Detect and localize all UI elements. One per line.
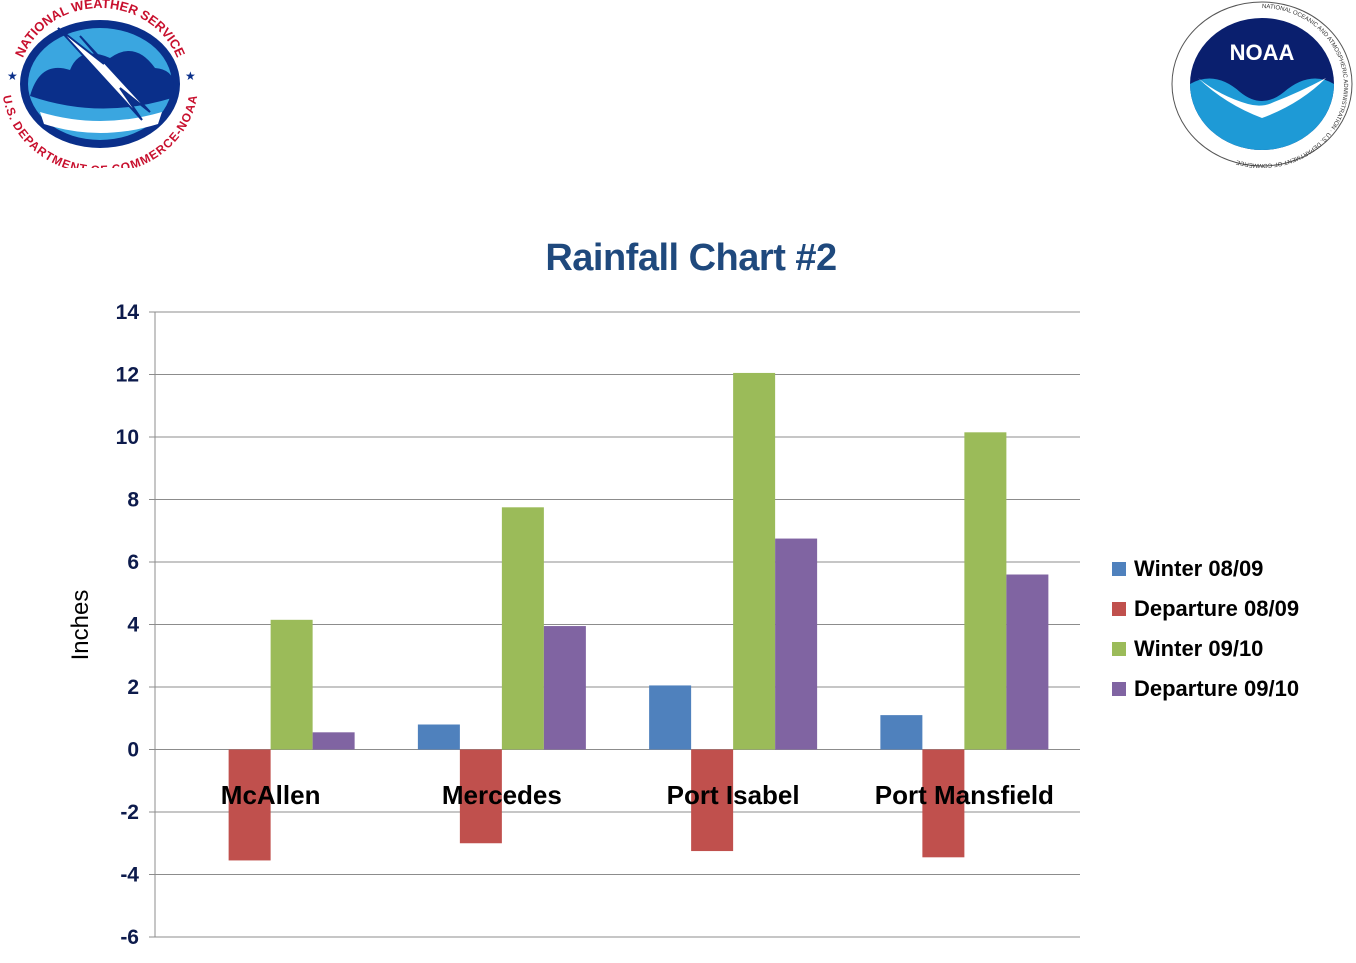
legend-swatch <box>1112 642 1126 656</box>
legend-item: Winter 09/10 <box>1112 629 1299 669</box>
bar-departure-09-10-port-isabel <box>775 538 818 750</box>
nws-logo: NATIONAL WEATHER SERVICE U.S. DEPARTMENT… <box>0 0 200 168</box>
legend-item: Departure 09/10 <box>1112 669 1299 709</box>
noaa-logo: NOAA NATIONAL OCEANIC AND ATMOSPHERIC AD… <box>1171 1 1353 168</box>
bar-departure-08-09-mcallen <box>228 749 271 861</box>
bar-departure-09-10-port-mansfield <box>1006 574 1049 750</box>
category-label: Mercedes <box>442 780 562 810</box>
category-label: Port Mansfield <box>875 780 1054 810</box>
category-label: McAllen <box>221 780 321 810</box>
svg-text:NOAA: NOAA <box>1230 40 1295 65</box>
bar-departure-08-09-port-mansfield <box>922 749 965 858</box>
legend-item: Departure 08/09 <box>1112 589 1299 629</box>
legend: Winter 08/09 Departure 08/09 Winter 09/10 D… <box>1112 549 1299 709</box>
bar-winter-09-10-mcallen <box>270 619 313 750</box>
legend-swatch <box>1112 562 1126 576</box>
bar-winter-08-09-mercedes <box>417 724 460 750</box>
axes <box>149 311 156 938</box>
bar-winter-08-09-port-mansfield <box>880 715 923 750</box>
y-tick-label: 14 <box>116 301 140 324</box>
y-tick-label: -2 <box>120 801 139 824</box>
chart-title: Rainfall Chart #2 <box>545 237 837 279</box>
bar-departure-08-09-mercedes <box>459 749 502 844</box>
y-tick-label: -4 <box>120 864 139 887</box>
bar-winter-09-10-mercedes <box>501 507 544 750</box>
bar-departure-09-10-mcallen <box>312 732 355 750</box>
y-tick-label: 10 <box>116 426 139 449</box>
svg-text:★: ★ <box>185 69 196 83</box>
bar-departure-08-09-port-isabel <box>691 749 734 852</box>
category-label: Port Isabel <box>667 780 800 810</box>
y-tick-label: 8 <box>127 489 139 512</box>
legend-swatch <box>1112 602 1126 616</box>
legend-item: Winter 08/09 <box>1112 549 1299 589</box>
y-tick-label: 2 <box>127 676 139 699</box>
labels: 14 12 10 8 6 4 2 0 -2 -4 -6 McAllen Mercedes Port Isa… <box>116 301 1054 949</box>
y-tick-label: -6 <box>120 926 139 949</box>
y-tick-label: 12 <box>116 364 139 387</box>
bar-winter-09-10-port-isabel <box>733 372 776 750</box>
legend-label: Departure 08/09 <box>1134 596 1300 621</box>
y-tick-label: 0 <box>127 739 139 762</box>
svg-text:★: ★ <box>7 69 18 83</box>
y-tick-label: 6 <box>127 551 139 574</box>
bar-departure-09-10-mercedes <box>543 626 586 750</box>
legend-label: Departure 09/10 <box>1134 676 1300 701</box>
legend-label: Winter 09/10 <box>1134 636 1264 661</box>
bars <box>228 372 1049 861</box>
y-axis-title: Inches <box>67 590 94 661</box>
legend-label: Winter 08/09 <box>1134 556 1264 581</box>
bar-winter-08-09-port-isabel <box>649 685 692 750</box>
legend-swatch <box>1112 682 1126 696</box>
y-tick-label: 4 <box>127 614 139 637</box>
bar-winter-09-10-port-mansfield <box>964 432 1007 750</box>
